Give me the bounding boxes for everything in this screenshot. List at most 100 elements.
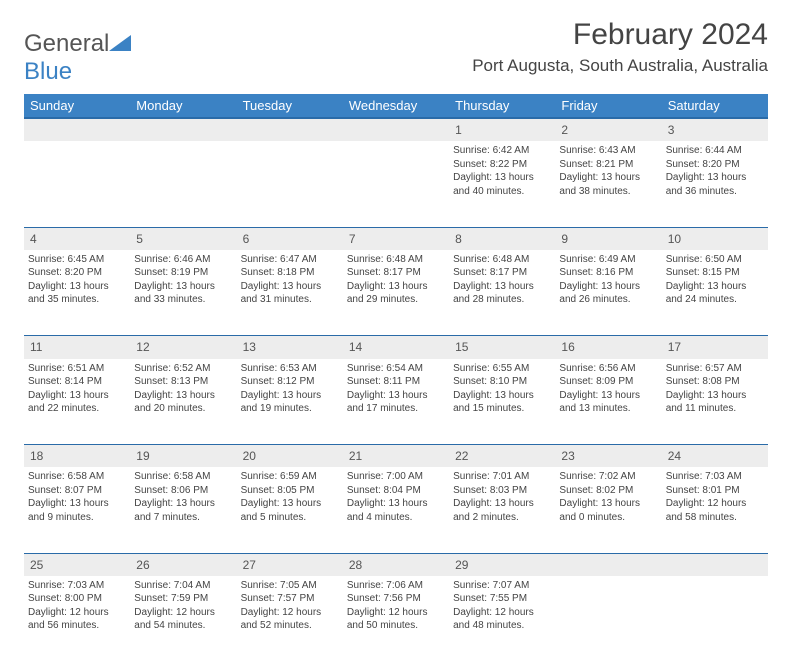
day-number-cell: 20 bbox=[237, 445, 343, 468]
logo-text-2: Blue bbox=[24, 58, 72, 85]
weekday-header: Saturday bbox=[662, 94, 768, 118]
sunrise-text: Sunrise: 6:59 AM bbox=[241, 470, 339, 484]
daylight-text: Daylight: 13 hours and 9 minutes. bbox=[28, 497, 126, 524]
day-number-cell: 8 bbox=[449, 227, 555, 250]
day-detail-cell bbox=[24, 141, 130, 227]
day-number-cell: 26 bbox=[130, 553, 236, 576]
sunrise-text: Sunrise: 7:05 AM bbox=[241, 579, 339, 593]
day-number-cell: 25 bbox=[24, 553, 130, 576]
day-detail-cell: Sunrise: 7:03 AMSunset: 8:00 PMDaylight:… bbox=[24, 576, 130, 662]
sunrise-text: Sunrise: 6:53 AM bbox=[241, 362, 339, 376]
day-detail-cell: Sunrise: 7:01 AMSunset: 8:03 PMDaylight:… bbox=[449, 467, 555, 553]
day-detail-cell: Sunrise: 6:56 AMSunset: 8:09 PMDaylight:… bbox=[555, 359, 661, 445]
sunrise-text: Sunrise: 6:50 AM bbox=[666, 253, 764, 267]
day-detail-cell: Sunrise: 6:58 AMSunset: 8:07 PMDaylight:… bbox=[24, 467, 130, 553]
day-number-cell: 21 bbox=[343, 445, 449, 468]
weekday-row: SundayMondayTuesdayWednesdayThursdayFrid… bbox=[24, 94, 768, 118]
daylight-text: Daylight: 13 hours and 17 minutes. bbox=[347, 389, 445, 416]
day-detail-cell: Sunrise: 6:48 AMSunset: 8:17 PMDaylight:… bbox=[449, 250, 555, 336]
sunrise-text: Sunrise: 7:03 AM bbox=[666, 470, 764, 484]
sunset-text: Sunset: 8:19 PM bbox=[134, 266, 232, 280]
daylight-text: Daylight: 12 hours and 54 minutes. bbox=[134, 606, 232, 633]
day-number-cell: 10 bbox=[662, 227, 768, 250]
daynum-row: 2526272829 bbox=[24, 553, 768, 576]
daylight-text: Daylight: 13 hours and 5 minutes. bbox=[241, 497, 339, 524]
logo-text-1: General bbox=[24, 30, 109, 57]
day-detail-cell: Sunrise: 6:45 AMSunset: 8:20 PMDaylight:… bbox=[24, 250, 130, 336]
day-number-cell: 12 bbox=[130, 336, 236, 359]
day-detail-cell bbox=[343, 141, 449, 227]
day-number-cell bbox=[237, 118, 343, 141]
sunset-text: Sunset: 8:06 PM bbox=[134, 484, 232, 498]
title-block: February 2024 Port Augusta, South Austra… bbox=[472, 18, 768, 76]
sunset-text: Sunset: 8:18 PM bbox=[241, 266, 339, 280]
daylight-text: Daylight: 12 hours and 50 minutes. bbox=[347, 606, 445, 633]
day-number-cell bbox=[662, 553, 768, 576]
day-number-cell: 24 bbox=[662, 445, 768, 468]
day-number-cell bbox=[24, 118, 130, 141]
day-detail-cell: Sunrise: 6:44 AMSunset: 8:20 PMDaylight:… bbox=[662, 141, 768, 227]
sunrise-text: Sunrise: 6:52 AM bbox=[134, 362, 232, 376]
sunrise-text: Sunrise: 6:58 AM bbox=[134, 470, 232, 484]
day-detail-cell: Sunrise: 6:57 AMSunset: 8:08 PMDaylight:… bbox=[662, 359, 768, 445]
day-detail-cell: Sunrise: 6:42 AMSunset: 8:22 PMDaylight:… bbox=[449, 141, 555, 227]
calendar-table: SundayMondayTuesdayWednesdayThursdayFrid… bbox=[24, 94, 768, 662]
weekday-header: Friday bbox=[555, 94, 661, 118]
sunset-text: Sunset: 8:07 PM bbox=[28, 484, 126, 498]
day-detail-cell bbox=[130, 141, 236, 227]
sunrise-text: Sunrise: 7:04 AM bbox=[134, 579, 232, 593]
day-detail-cell: Sunrise: 7:04 AMSunset: 7:59 PMDaylight:… bbox=[130, 576, 236, 662]
day-number-cell: 19 bbox=[130, 445, 236, 468]
sunrise-text: Sunrise: 6:58 AM bbox=[28, 470, 126, 484]
daylight-text: Daylight: 13 hours and 13 minutes. bbox=[559, 389, 657, 416]
daylight-text: Daylight: 13 hours and 2 minutes. bbox=[453, 497, 551, 524]
weekday-header: Thursday bbox=[449, 94, 555, 118]
day-detail-cell: Sunrise: 6:53 AMSunset: 8:12 PMDaylight:… bbox=[237, 359, 343, 445]
day-detail-cell: Sunrise: 6:50 AMSunset: 8:15 PMDaylight:… bbox=[662, 250, 768, 336]
day-detail-cell: Sunrise: 7:05 AMSunset: 7:57 PMDaylight:… bbox=[237, 576, 343, 662]
sunset-text: Sunset: 8:02 PM bbox=[559, 484, 657, 498]
day-number-cell: 17 bbox=[662, 336, 768, 359]
sunrise-text: Sunrise: 7:06 AM bbox=[347, 579, 445, 593]
daylight-text: Daylight: 13 hours and 0 minutes. bbox=[559, 497, 657, 524]
sunrise-text: Sunrise: 6:43 AM bbox=[559, 144, 657, 158]
detail-row: Sunrise: 7:03 AMSunset: 8:00 PM Daylight:… bbox=[24, 576, 768, 662]
day-number-cell: 1 bbox=[449, 118, 555, 141]
sunset-text: Sunset: 8:20 PM bbox=[666, 158, 764, 172]
day-number-cell: 4 bbox=[24, 227, 130, 250]
sunrise-text: Sunrise: 6:56 AM bbox=[559, 362, 657, 376]
daylight-text: Daylight: 13 hours and 15 minutes. bbox=[453, 389, 551, 416]
daylight-text: Daylight: 12 hours and 58 minutes. bbox=[666, 497, 764, 524]
day-detail-cell: Sunrise: 6:43 AMSunset: 8:21 PMDaylight:… bbox=[555, 141, 661, 227]
day-detail-cell: Sunrise: 7:03 AMSunset: 8:01 PMDaylight:… bbox=[662, 467, 768, 553]
day-detail-cell bbox=[237, 141, 343, 227]
day-detail-cell: Sunrise: 6:48 AMSunset: 8:17 PMDaylight:… bbox=[343, 250, 449, 336]
daylight-text: Daylight: 13 hours and 11 minutes. bbox=[666, 389, 764, 416]
day-number-cell: 29 bbox=[449, 553, 555, 576]
sunrise-text: Sunrise: 6:48 AM bbox=[453, 253, 551, 267]
day-number-cell: 18 bbox=[24, 445, 130, 468]
sunset-text: Sunset: 8:20 PM bbox=[28, 266, 126, 280]
weekday-header: Tuesday bbox=[237, 94, 343, 118]
day-number-cell bbox=[555, 553, 661, 576]
sunset-text: Sunset: 8:13 PM bbox=[134, 375, 232, 389]
sunrise-text: Sunrise: 6:47 AM bbox=[241, 253, 339, 267]
sunrise-text: Sunrise: 6:54 AM bbox=[347, 362, 445, 376]
sunrise-text: Sunrise: 7:03 AM bbox=[28, 579, 126, 593]
day-number-cell: 22 bbox=[449, 445, 555, 468]
sunset-text: Sunset: 8:09 PM bbox=[559, 375, 657, 389]
sunset-text: Sunset: 8:03 PM bbox=[453, 484, 551, 498]
weekday-header: Sunday bbox=[24, 94, 130, 118]
calendar-head: SundayMondayTuesdayWednesdayThursdayFrid… bbox=[24, 94, 768, 118]
sunset-text: Sunset: 8:00 PM bbox=[28, 592, 126, 606]
day-number-cell: 3 bbox=[662, 118, 768, 141]
daynum-row: 123 bbox=[24, 118, 768, 141]
sunset-text: Sunset: 8:12 PM bbox=[241, 375, 339, 389]
day-detail-cell: Sunrise: 6:51 AMSunset: 8:14 PMDaylight:… bbox=[24, 359, 130, 445]
sunset-text: Sunset: 8:04 PM bbox=[347, 484, 445, 498]
sunrise-text: Sunrise: 6:44 AM bbox=[666, 144, 764, 158]
detail-row: Sunrise: 6:45 AMSunset: 8:20 PMDaylight:… bbox=[24, 250, 768, 336]
page-title: February 2024 bbox=[472, 18, 768, 52]
day-number-cell: 16 bbox=[555, 336, 661, 359]
daylight-text: Daylight: 13 hours and 24 minutes. bbox=[666, 280, 764, 307]
